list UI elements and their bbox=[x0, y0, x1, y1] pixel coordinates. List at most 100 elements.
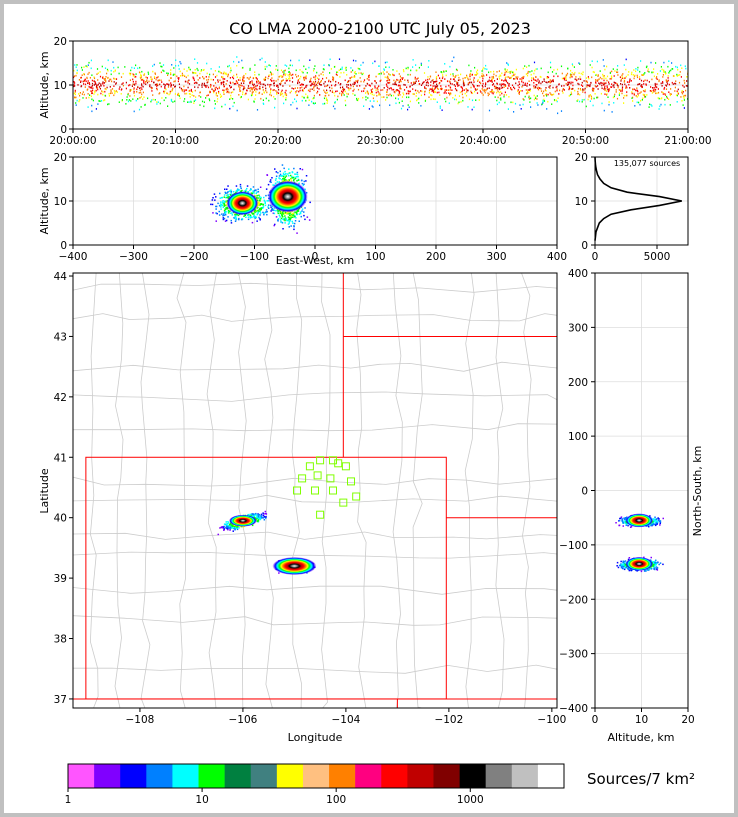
source-point bbox=[193, 72, 195, 74]
source-point bbox=[214, 76, 217, 78]
source-point bbox=[229, 85, 231, 87]
source-point bbox=[199, 72, 201, 75]
source-point bbox=[129, 79, 131, 81]
source-point bbox=[533, 61, 536, 64]
source-point bbox=[255, 512, 257, 515]
source-point bbox=[238, 217, 240, 220]
source-point bbox=[281, 222, 284, 224]
source-point bbox=[445, 74, 447, 77]
source-point bbox=[88, 71, 90, 74]
source-point bbox=[223, 528, 225, 530]
source-point bbox=[448, 84, 450, 87]
source-point bbox=[257, 520, 260, 522]
source-point bbox=[233, 101, 235, 104]
source-point bbox=[331, 90, 334, 93]
source-point bbox=[561, 72, 563, 75]
source-point bbox=[637, 69, 639, 71]
source-point bbox=[104, 78, 106, 80]
source-point bbox=[308, 219, 311, 221]
source-point bbox=[224, 220, 227, 222]
source-point bbox=[140, 106, 142, 108]
source-point bbox=[556, 85, 558, 88]
source-point bbox=[552, 86, 554, 89]
source-point bbox=[186, 92, 188, 95]
source-point bbox=[251, 94, 253, 96]
source-point bbox=[352, 90, 354, 92]
source-point bbox=[84, 86, 86, 88]
source-point bbox=[470, 91, 473, 94]
source-point bbox=[184, 92, 186, 95]
source-point bbox=[407, 92, 409, 95]
source-point bbox=[226, 87, 228, 90]
x-tick-label: 21:00:00 bbox=[664, 135, 711, 147]
source-point bbox=[594, 93, 596, 95]
source-point bbox=[455, 68, 458, 71]
source-point bbox=[547, 93, 549, 96]
source-point bbox=[639, 92, 641, 94]
source-point bbox=[247, 98, 249, 101]
source-point bbox=[127, 93, 129, 96]
source-point bbox=[507, 63, 509, 65]
source-point bbox=[246, 187, 248, 190]
source-point bbox=[439, 77, 441, 79]
source-point bbox=[179, 97, 181, 100]
source-point bbox=[584, 91, 586, 94]
source-point bbox=[493, 91, 495, 93]
source-point bbox=[510, 87, 512, 89]
source-point bbox=[363, 105, 365, 107]
source-point bbox=[139, 89, 141, 92]
source-point bbox=[540, 87, 542, 90]
source-point bbox=[513, 74, 515, 76]
source-point bbox=[203, 68, 205, 71]
source-point bbox=[167, 105, 169, 107]
source-point bbox=[509, 72, 511, 74]
source-point bbox=[513, 86, 515, 89]
source-point bbox=[170, 72, 172, 74]
county-line bbox=[264, 273, 274, 708]
source-point bbox=[620, 90, 622, 92]
source-point bbox=[229, 526, 232, 528]
source-point bbox=[481, 72, 483, 75]
source-point bbox=[558, 83, 560, 86]
county-lines bbox=[73, 273, 557, 708]
source-point bbox=[156, 85, 158, 87]
source-point bbox=[322, 77, 324, 80]
source-point bbox=[396, 78, 398, 81]
source-point bbox=[470, 70, 472, 72]
source-point bbox=[540, 76, 542, 78]
source-point bbox=[301, 208, 304, 210]
source-point bbox=[280, 213, 283, 215]
source-point bbox=[291, 216, 294, 218]
source-point bbox=[456, 83, 458, 85]
source-point bbox=[604, 93, 606, 95]
source-point bbox=[457, 74, 459, 76]
source-point bbox=[298, 59, 300, 62]
source-point bbox=[550, 93, 552, 96]
source-point bbox=[203, 77, 205, 80]
source-point bbox=[113, 81, 115, 83]
source-point bbox=[346, 83, 348, 86]
source-point bbox=[252, 83, 254, 86]
source-point bbox=[217, 202, 219, 205]
source-point bbox=[437, 88, 439, 90]
source-point bbox=[316, 71, 318, 74]
x-tick-label: 5000 bbox=[644, 251, 671, 263]
source-point bbox=[280, 211, 283, 213]
source-point bbox=[289, 174, 292, 177]
source-point bbox=[151, 78, 153, 81]
source-point bbox=[311, 88, 313, 90]
source-point bbox=[245, 216, 247, 218]
source-point bbox=[150, 86, 152, 89]
source-point bbox=[129, 95, 131, 97]
source-point bbox=[96, 73, 98, 75]
source-point bbox=[650, 90, 653, 92]
y-tick-label: 0 bbox=[60, 240, 67, 252]
source-point bbox=[425, 84, 427, 86]
source-point bbox=[307, 89, 310, 92]
source-point bbox=[105, 88, 107, 91]
source-point bbox=[99, 87, 101, 90]
source-point bbox=[142, 85, 144, 88]
source-point bbox=[415, 80, 417, 83]
